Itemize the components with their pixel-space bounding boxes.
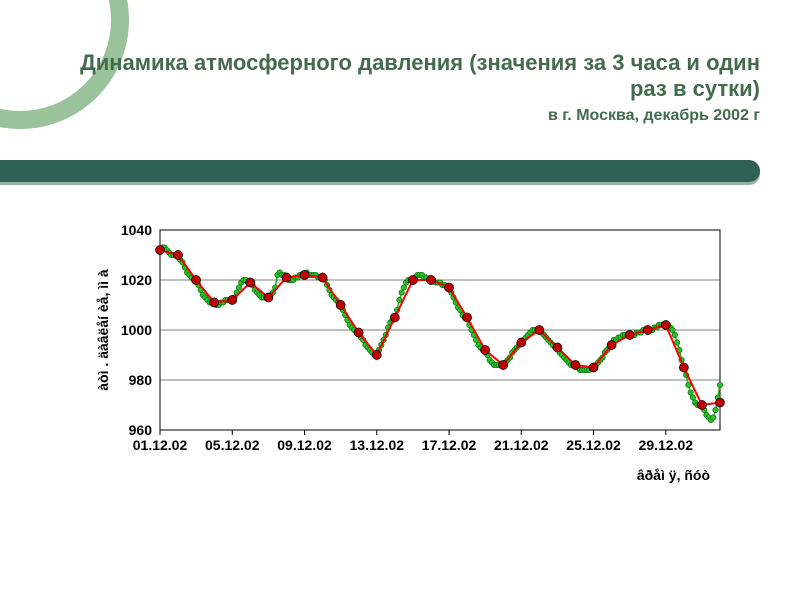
svg-text:05.12.02: 05.12.02	[205, 437, 260, 453]
pressure-line-chart: 960 980 1000 1020 1040 àòì . äàâëåí èå, ìì à 0…	[90, 220, 730, 520]
svg-text:àòì . äàâëåí èå, ìì à: àòì . äàâëåí èå, ìì à	[95, 269, 111, 391]
accent-bar	[0, 160, 760, 182]
svg-text:25.12.02: 25.12.02	[566, 437, 621, 453]
svg-text:17.12.02: 17.12.02	[422, 437, 477, 453]
slide: Динамика атмосферного давления (значения…	[0, 0, 800, 600]
svg-text:âðåì ÿ, ñóò: âðåì ÿ, ñóò	[637, 467, 710, 483]
svg-text:980: 980	[129, 372, 153, 388]
svg-text:13.12.02: 13.12.02	[350, 437, 405, 453]
svg-text:09.12.02: 09.12.02	[277, 437, 332, 453]
title-subtitle: в г. Москва, декабрь 2002 г	[80, 107, 760, 125]
svg-text:01.12.02: 01.12.02	[133, 437, 188, 453]
chart-container: 960 980 1000 1020 1040 àòì . äàâëåí èå, ìì à 0…	[90, 220, 730, 520]
title-block: Динамика атмосферного давления (значения…	[80, 50, 760, 125]
svg-text:21.12.02: 21.12.02	[494, 437, 549, 453]
svg-text:1040: 1040	[121, 222, 152, 238]
svg-text:29.12.02: 29.12.02	[639, 437, 694, 453]
svg-text:1020: 1020	[121, 272, 152, 288]
svg-text:960: 960	[129, 422, 153, 438]
svg-text:1000: 1000	[121, 322, 152, 338]
title-main: Динамика атмосферного давления (значения…	[80, 50, 760, 103]
